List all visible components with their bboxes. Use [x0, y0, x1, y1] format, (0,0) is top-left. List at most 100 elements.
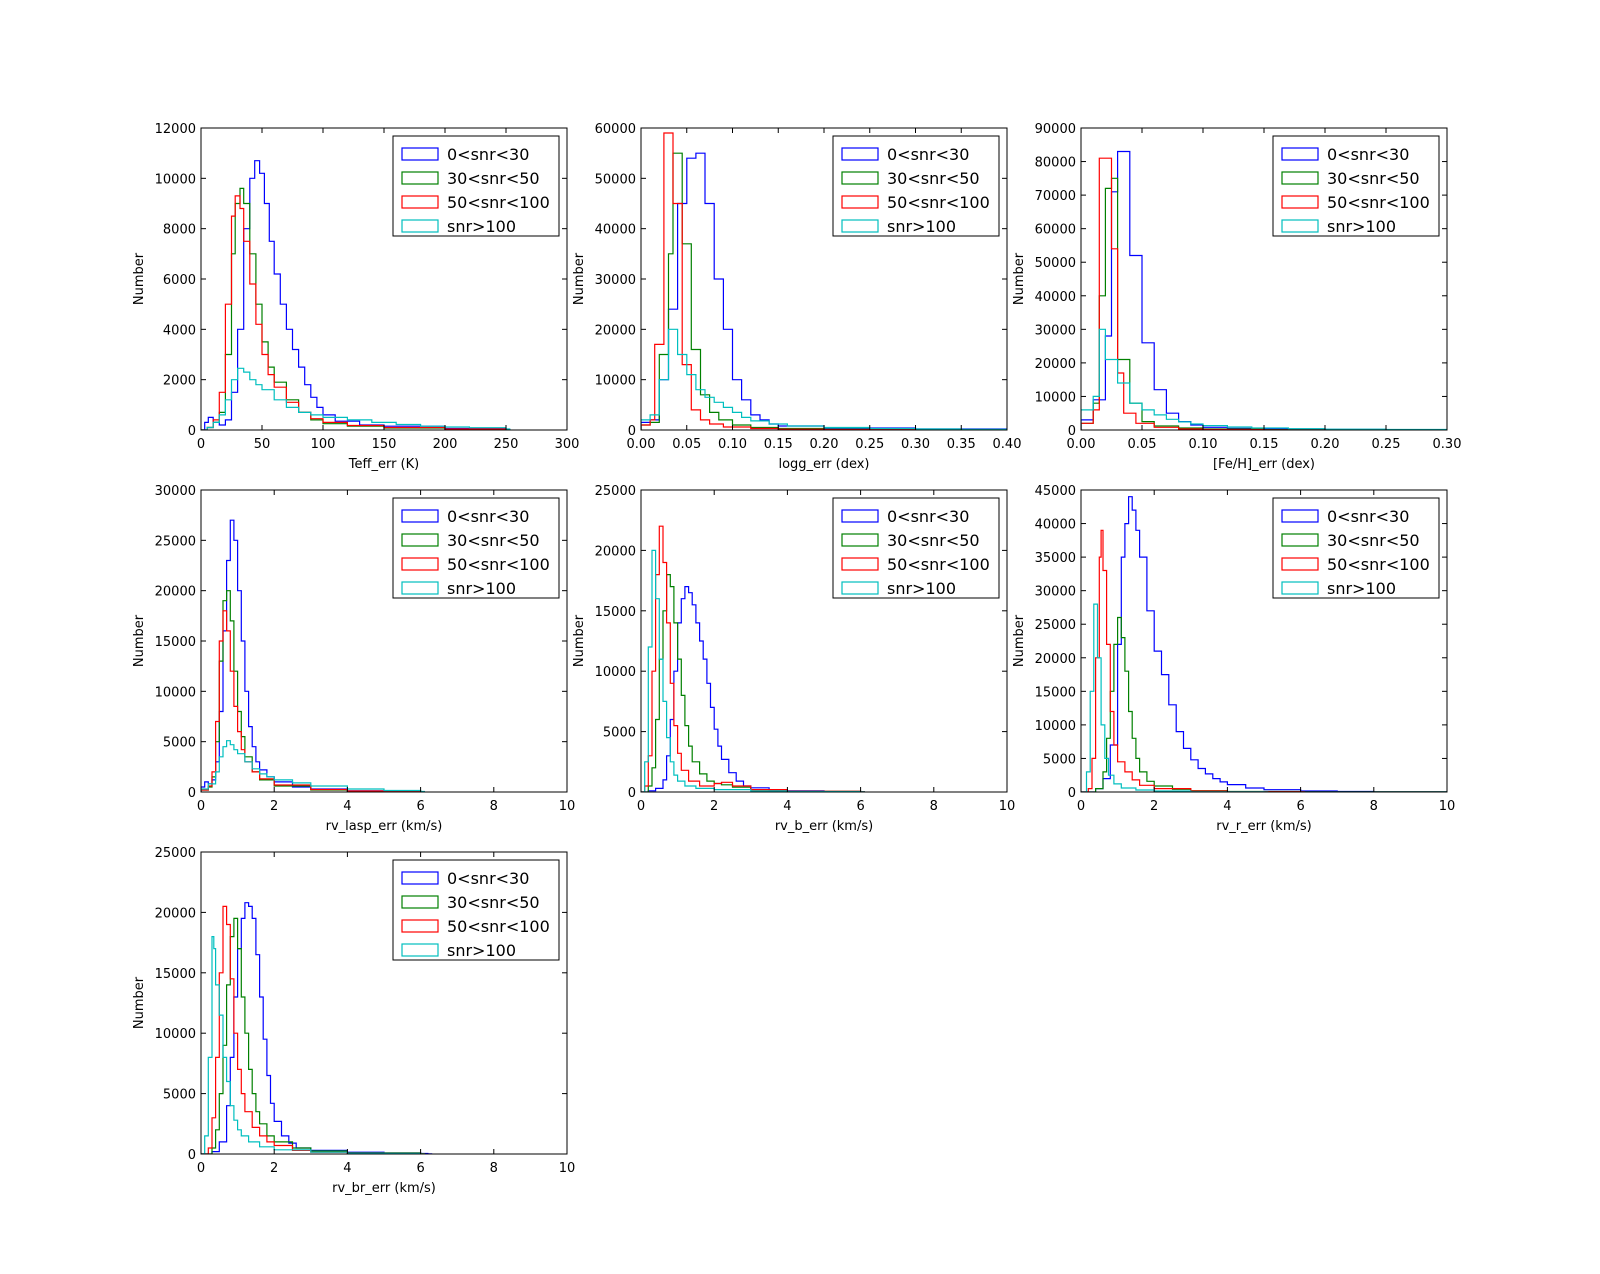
legend-label: 0<snr<30	[887, 507, 969, 526]
y-tick-label: 0	[188, 1148, 196, 1163]
y-tick-label: 30000	[595, 273, 636, 288]
series-line-2	[1081, 616, 1447, 792]
series-line-4	[641, 328, 1007, 430]
legend-label: snr>100	[1327, 579, 1396, 598]
y-tick-label: 15000	[155, 635, 196, 650]
x-tick-label: 2	[270, 799, 278, 814]
y-axis-label: Number	[132, 614, 147, 667]
y-tick-label: 20000	[595, 544, 636, 559]
legend-swatch	[401, 171, 439, 185]
y-tick-label: 10000	[1035, 390, 1076, 405]
x-axis-label: rv_b_err (km/s)	[775, 819, 873, 834]
x-tick-label: 0	[1077, 799, 1085, 814]
legend: 0<snr<30 30<snr<50 50<snr<100 snr>100	[1272, 135, 1440, 237]
x-tick-label: 0	[197, 799, 205, 814]
y-tick-label: 30000	[155, 484, 196, 499]
histogram-panel-2: 0.00 0.05 0.10 0.15 0.20 0.25 0.30 0.35 0.40 0 100…	[572, 122, 1021, 472]
series-group	[641, 525, 865, 792]
histogram-panel-1: 0 50 100 150 200 250 300 0 2000 4000 6000 8000 10000…	[132, 122, 579, 472]
y-tick-label: 25000	[595, 484, 636, 499]
x-tick-label: 10	[1439, 799, 1456, 814]
legend-swatch	[401, 581, 439, 595]
legend-swatch	[1281, 171, 1319, 185]
x-tick-label: 8	[930, 799, 938, 814]
y-tick-label: 30000	[1035, 323, 1076, 338]
legend-label: 50<snr<100	[887, 555, 990, 574]
series-line-3	[201, 610, 425, 792]
series-line-4	[201, 936, 425, 1154]
x-tick-label: 6	[856, 799, 864, 814]
y-tick-label: 8000	[163, 223, 196, 238]
legend-label: 0<snr<30	[447, 507, 529, 526]
legend: 0<snr<30 30<snr<50 50<snr<100 snr>100	[392, 859, 560, 961]
x-tick-label: 6	[416, 799, 424, 814]
x-tick-label: 10	[559, 799, 576, 814]
legend-swatch	[841, 171, 879, 185]
histogram-panel-5: 0 2 4 6 8 10 0 5000 10000 15000 20000 25000 rv_b_err…	[572, 484, 1015, 834]
y-tick-label: 2000	[163, 374, 196, 389]
y-tick-label: 25000	[155, 846, 196, 861]
x-tick-label: 0.30	[1433, 437, 1462, 452]
y-tick-label: 5000	[1043, 752, 1076, 767]
legend-swatch	[1281, 533, 1319, 547]
y-tick-label: 15000	[155, 967, 196, 982]
x-tick-label: 0.15	[764, 437, 793, 452]
y-tick-label: 20000	[595, 323, 636, 338]
y-tick-label: 0	[628, 786, 636, 801]
legend-label: 50<snr<100	[887, 193, 990, 212]
legend-label: 50<snr<100	[1327, 555, 1430, 574]
legend-swatch	[841, 219, 879, 233]
y-tick-label: 15000	[1035, 685, 1076, 700]
legend-swatch	[841, 557, 879, 571]
series-group	[1081, 496, 1447, 792]
legend-swatch	[401, 871, 439, 885]
y-axis-label: Number	[1012, 614, 1027, 667]
x-tick-label: 0.05	[672, 437, 701, 452]
series-group	[201, 160, 511, 430]
x-tick-label: 6	[416, 1161, 424, 1176]
series-line-3	[201, 195, 511, 430]
x-tick-label: 0	[197, 1161, 205, 1176]
legend-label: 30<snr<50	[1327, 531, 1420, 550]
x-tick-label: 4	[1223, 799, 1231, 814]
legend-swatch	[1281, 147, 1319, 161]
x-tick-label: 6	[1296, 799, 1304, 814]
y-tick-label: 15000	[595, 605, 636, 620]
y-tick-label: 80000	[1035, 156, 1076, 171]
y-tick-label: 40000	[1035, 290, 1076, 305]
legend-swatch	[1281, 219, 1319, 233]
y-tick-label: 35000	[1035, 551, 1076, 566]
histogram-panel-7: 0 2 4 6 8 10 0 5000 10000 15000 20000 25000 rv_br_er…	[132, 846, 575, 1196]
legend-label: 30<snr<50	[1327, 169, 1420, 188]
series-line-3	[641, 525, 865, 792]
x-tick-label: 0.25	[855, 437, 884, 452]
y-tick-label: 90000	[1035, 122, 1076, 137]
legend: 0<snr<30 30<snr<50 50<snr<100 snr>100	[1272, 497, 1440, 599]
legend-label: 0<snr<30	[447, 145, 529, 164]
x-tick-label: 0.30	[901, 437, 930, 452]
legend-label: 30<snr<50	[447, 169, 540, 188]
legend-swatch	[401, 919, 439, 933]
x-axis-label: Teff_err (K)	[348, 457, 419, 472]
histogram-panel-3: 0.00 0.05 0.10 0.15 0.20 0.25 0.30 0 10000 20000 3…	[1012, 122, 1461, 472]
y-tick-label: 10000	[155, 172, 196, 187]
x-tick-label: 150	[372, 437, 397, 452]
y-axis-label: Number	[132, 976, 147, 1029]
x-tick-label: 10	[999, 799, 1016, 814]
y-axis-label: Number	[132, 252, 147, 305]
x-tick-label: 2	[710, 799, 718, 814]
legend-swatch	[401, 509, 439, 523]
series-line-2	[201, 917, 425, 1154]
y-tick-label: 4000	[163, 323, 196, 338]
series-line-4	[201, 740, 425, 792]
series-line-4	[641, 549, 865, 792]
x-tick-label: 0.15	[1250, 437, 1279, 452]
legend-label: 0<snr<30	[1327, 507, 1409, 526]
legend-label: 50<snr<100	[447, 193, 550, 212]
y-tick-label: 0	[188, 424, 196, 439]
y-tick-label: 0	[628, 424, 636, 439]
x-axis-label: [Fe/H]_err (dex)	[1213, 457, 1315, 472]
legend-label: snr>100	[447, 941, 516, 960]
legend-swatch	[401, 147, 439, 161]
